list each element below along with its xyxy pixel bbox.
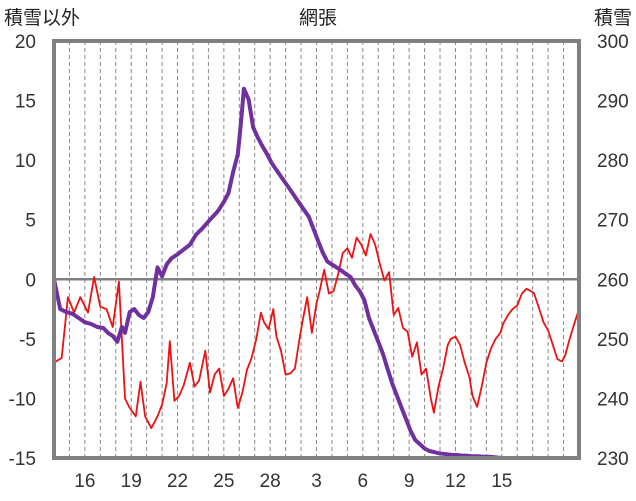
left-y-tick-label: -5	[19, 330, 36, 351]
x-tick-label: 22	[167, 471, 188, 492]
x-tick-label: 15	[491, 471, 512, 492]
right-y-tick-label: 250	[597, 330, 629, 351]
left-y-tick-label: 10	[15, 151, 36, 172]
x-tick-label: 6	[358, 471, 369, 492]
right-y-tick-label: 240	[597, 389, 629, 410]
right-y-tick-label: 260	[597, 270, 629, 291]
right-axis-label: 積雪	[594, 7, 632, 29]
left-y-tick-label: 5	[25, 211, 36, 232]
right-y-tick-label: 230	[597, 449, 629, 470]
other-series-line	[53, 233, 580, 430]
plot-frame	[52, 39, 581, 460]
left-y-tick-label: 20	[15, 32, 36, 53]
x-tick-label: 9	[404, 471, 415, 492]
x-tick-label: 3	[311, 471, 322, 492]
right-y-tick-label: 270	[597, 211, 629, 232]
x-tick-label: 19	[121, 471, 142, 492]
x-tick-label: 25	[213, 471, 234, 492]
chart-title: 網張	[299, 7, 337, 29]
right-y-tick-label: 280	[597, 151, 629, 172]
left-y-tick-label: -10	[9, 389, 36, 410]
right-y-tick-label: 300	[597, 32, 629, 53]
left-axis-label: 積雪以外	[4, 7, 80, 29]
x-tick-label: 12	[445, 471, 466, 492]
left-y-tick-label: 0	[25, 270, 36, 291]
x-tick-label: 16	[74, 471, 95, 492]
x-tick-label: 28	[260, 471, 281, 492]
left-y-tick-label: -15	[9, 449, 36, 470]
left-y-tick-label: 15	[15, 92, 36, 113]
right-y-tick-label: 290	[597, 92, 629, 113]
